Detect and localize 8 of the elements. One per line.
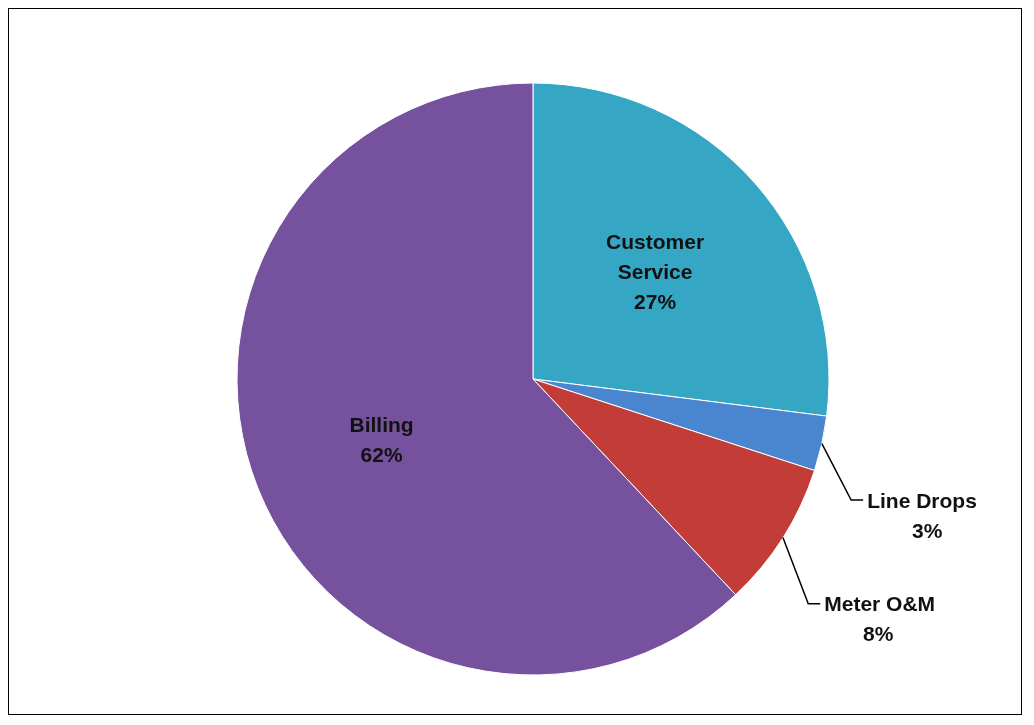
slice-label: Customer Service	[606, 229, 705, 283]
slice-label: Line Drops	[867, 488, 977, 512]
data-label: 3%	[911, 518, 943, 542]
slice-label: Meter O&M	[824, 592, 936, 616]
data-label: 8%	[863, 622, 894, 646]
data-label: 27%	[634, 289, 677, 313]
data-label: 62%	[360, 442, 403, 466]
slice-label: Billing	[349, 412, 414, 436]
